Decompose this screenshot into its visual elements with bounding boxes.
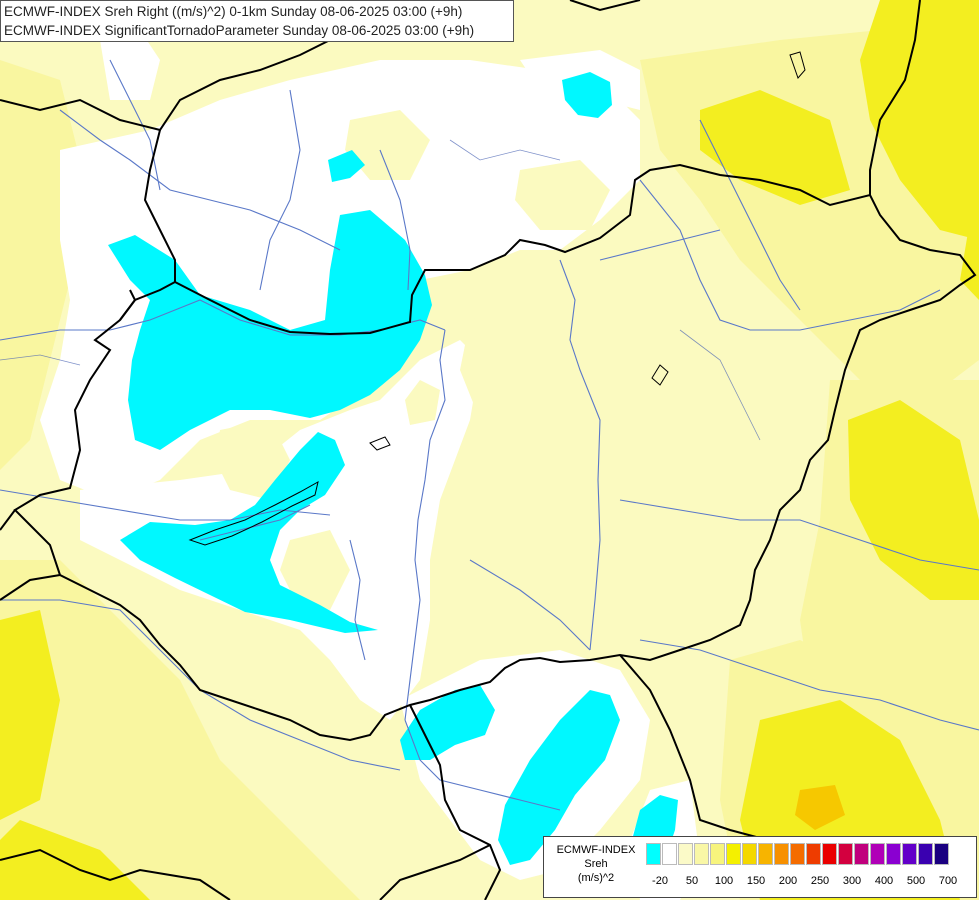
legend-tick-5: 250 (810, 875, 830, 887)
legend-line-3: (m/s)^2 (577, 872, 615, 884)
legend-swatch-11 (822, 843, 837, 865)
legend-swatch-3 (694, 843, 709, 865)
legend-tick-4: 200 (778, 875, 798, 887)
legend-swatch-13 (854, 843, 869, 865)
legend-swatch-15 (886, 843, 901, 865)
legend-swatch-0 (646, 843, 661, 865)
legend-swatch-4 (710, 843, 725, 865)
legend-swatch-7 (758, 843, 773, 865)
legend-swatch-18 (934, 843, 949, 865)
legend-swatch-5 (726, 843, 741, 865)
legend-ticks: -20 50 100 150 200 250 300 400 500 700 (642, 875, 972, 891)
legend-swatch-10 (806, 843, 821, 865)
legend-title: ECMWF-INDEX Sreh (m/s)^2 (548, 843, 644, 885)
legend-line-1: ECMWF-INDEX (556, 844, 636, 856)
pale-islands (215, 110, 610, 610)
legend-swatch-8 (774, 843, 789, 865)
legend-tick-9: 700 (938, 875, 958, 887)
legend-tick-2: 100 (714, 875, 734, 887)
legend-tick-6: 300 (842, 875, 862, 887)
legend-tick-7: 400 (874, 875, 894, 887)
orange-spot (795, 785, 845, 830)
legend-swatches (646, 843, 950, 865)
legend-swatch-2 (678, 843, 693, 865)
legend-tick-3: 150 (746, 875, 766, 887)
legend-swatch-16 (902, 843, 917, 865)
title-line-1: ECMWF-INDEX Sreh Right ((m/s)^2) 0-1km S… (4, 4, 463, 19)
legend-tick-8: 500 (906, 875, 926, 887)
legend-swatch-14 (870, 843, 885, 865)
legend-swatch-12 (838, 843, 853, 865)
legend-tick-1: 50 (685, 875, 699, 887)
admin-lines (0, 139, 761, 441)
map-title-box: ECMWF-INDEX Sreh Right ((m/s)^2) 0-1km S… (0, 0, 514, 42)
legend-tick-0: -20 (652, 875, 668, 887)
color-legend: ECMWF-INDEX Sreh (m/s)^2 -20 50 100 150 200 2… (543, 836, 977, 898)
legend-swatch-9 (790, 843, 805, 865)
title-line-2: ECMWF-INDEX SignificantTornadoParameter … (4, 23, 475, 38)
legend-swatch-6 (742, 843, 757, 865)
lakes (188, 51, 806, 546)
legend-swatch-17 (918, 843, 933, 865)
legend-line-2: Sreh (584, 858, 608, 870)
legend-swatch-1 (662, 843, 677, 865)
